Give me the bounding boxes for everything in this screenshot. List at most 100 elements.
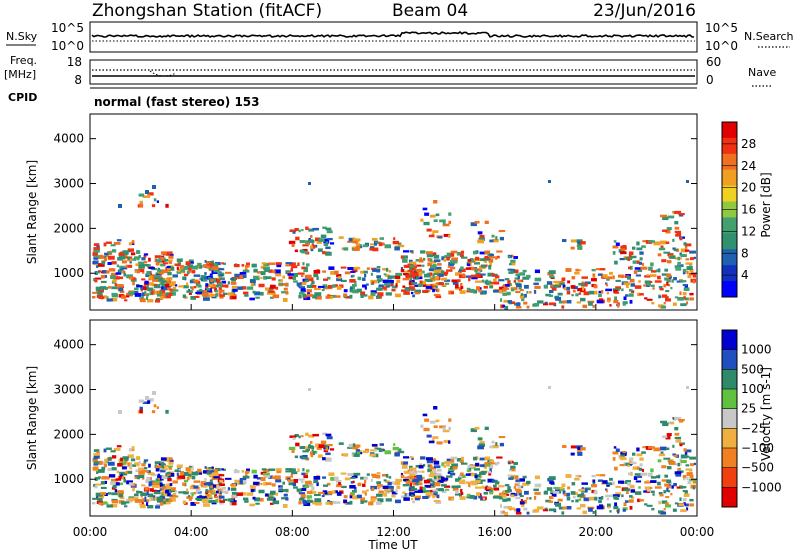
- power-cell: [599, 298, 604, 301]
- velocity-cell: [392, 446, 400, 451]
- velocity-cell: [487, 486, 492, 490]
- velocity-cell: [689, 503, 694, 507]
- velocity-cell: [614, 497, 620, 500]
- velocity-cell: [218, 474, 225, 477]
- power-cell: [682, 284, 688, 287]
- power-cell: [692, 279, 695, 284]
- colorbar-segment: [722, 349, 737, 370]
- power-cell: [433, 293, 441, 297]
- power-cell: [176, 258, 183, 262]
- power-cell: [166, 281, 172, 284]
- power-cell: [411, 288, 414, 291]
- power-cell: [140, 286, 148, 290]
- power-cell: [223, 262, 226, 265]
- power-cell: [219, 294, 226, 297]
- velocity-cell: [421, 470, 425, 473]
- velocity-cell: [598, 496, 603, 500]
- velocity-cell: [550, 490, 554, 493]
- power-cell: [478, 237, 485, 241]
- power-cell: [519, 295, 525, 299]
- power-cell: [448, 212, 452, 216]
- power-cell: [673, 277, 677, 281]
- power-cell: [479, 269, 483, 272]
- velocity-cell: [673, 483, 677, 487]
- velocity-cell: [143, 461, 147, 464]
- velocity-cell: [492, 444, 499, 449]
- power-cell: [663, 284, 667, 288]
- velocity-cell: [473, 468, 480, 471]
- velocity-cell: [427, 495, 431, 498]
- power-cell: [249, 297, 255, 301]
- power-cell: [96, 264, 99, 269]
- velocity-cell: [415, 465, 422, 468]
- power-cell: [371, 281, 375, 284]
- power-cell: [117, 257, 123, 261]
- velocity-cell: [206, 471, 211, 475]
- velocity-cell: [612, 481, 615, 486]
- velocity-cell: [536, 506, 544, 510]
- velocity-cell: [127, 454, 134, 458]
- velocity-cell: [515, 497, 521, 500]
- power-cell: [657, 275, 661, 280]
- power-cell: [613, 289, 618, 294]
- power-cell: [196, 290, 204, 294]
- velocity-cell: [145, 396, 149, 400]
- velocity-cell: [459, 494, 463, 497]
- velocity-cell: [500, 504, 503, 508]
- velocity-cell: [625, 500, 629, 503]
- power-cell: [622, 244, 626, 248]
- velocity-cell: [275, 468, 282, 472]
- velocity-cell: [466, 469, 470, 473]
- power-cell: [615, 279, 621, 282]
- nave-label: Nave: [748, 66, 776, 79]
- velocity-cell: [460, 472, 464, 476]
- power-cell: [592, 304, 595, 308]
- velocity-cell: [268, 496, 275, 499]
- power-cell: [439, 219, 446, 223]
- power-cell: [150, 291, 154, 295]
- freq-label: Freq.: [10, 54, 37, 67]
- velocity-cell: [489, 445, 494, 449]
- power-cell: [607, 300, 611, 303]
- power-cell: [382, 279, 389, 283]
- velocity-cell: [336, 491, 342, 496]
- velocity-cell: [350, 476, 356, 479]
- power-cell: [402, 259, 408, 263]
- velocity-cell: [432, 436, 439, 439]
- power-cell: [371, 237, 378, 241]
- power-cell: [433, 264, 437, 268]
- power-cell: [484, 260, 487, 264]
- velocity-cell: [255, 483, 260, 487]
- power-cell: [474, 280, 482, 283]
- power-cell: [370, 292, 376, 297]
- power-cell: [430, 260, 437, 264]
- power-cell: [313, 273, 319, 278]
- velocity-cell: [449, 472, 456, 476]
- velocity-cell: [613, 446, 617, 449]
- power-cell: [216, 279, 221, 283]
- power-cell: [356, 266, 361, 270]
- power-cell: [489, 281, 497, 284]
- velocity-cell: [165, 489, 170, 494]
- power-cell: [179, 265, 185, 269]
- velocity-cell: [191, 492, 194, 497]
- velocity-cell: [591, 484, 597, 488]
- power-cell: [510, 270, 514, 273]
- velocity-cell: [433, 470, 437, 474]
- power-cell: [312, 227, 319, 231]
- power-cell: [630, 283, 636, 287]
- power-cell: [402, 250, 410, 253]
- velocity-cell: [366, 489, 369, 492]
- velocity-cell: [667, 466, 672, 470]
- power-cell: [272, 294, 280, 299]
- velocity-cell: [497, 461, 500, 465]
- velocity-cell: [97, 498, 103, 502]
- power-cell: [330, 294, 337, 298]
- velocity-cell: [301, 435, 304, 438]
- power-cell: [433, 286, 438, 290]
- velocity-cell: [272, 497, 276, 501]
- velocity-cell: [403, 478, 409, 482]
- colorbar-segment: [722, 249, 737, 266]
- velocity-cell: [550, 482, 555, 485]
